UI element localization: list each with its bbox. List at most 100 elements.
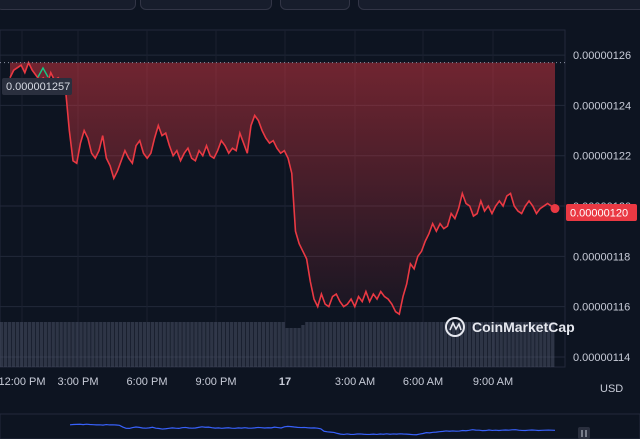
navigator-line [69,423,556,436]
volume-bar [305,322,309,367]
toolbar-segment[interactable] [358,0,640,10]
volume-bar [261,322,265,367]
volume-bar [107,322,111,367]
volume-bar [75,322,79,367]
volume-bar [150,322,154,367]
volume-bar [459,322,464,367]
volume-bar [253,322,258,367]
volume-bar [118,322,123,367]
volume-bar [71,322,75,367]
volume-bar [241,322,246,367]
y-tick-label: 0.00000126 [573,50,631,62]
volume-bar [340,322,345,367]
volume-bar [15,322,20,367]
x-tick-label: 9:00 AM [473,376,513,388]
volume-bar [47,322,51,367]
volume-bar [420,322,424,367]
volume-bar [87,322,91,367]
volume-bar [225,322,230,367]
volume-bar [511,322,515,367]
volume-bar [245,322,250,367]
x-tick-label: 12:00 PM [0,376,46,388]
volume-bar [83,322,87,367]
volume-bar [507,322,511,367]
volume-bar [483,322,487,367]
toolbar-segment[interactable] [0,0,136,10]
volume-bar [531,322,535,367]
volume-bar [329,322,333,367]
current-price-label: 0.00000120 [570,208,628,220]
volume-bar [467,322,472,367]
volume-bar [194,322,198,367]
volume-bar [388,322,392,367]
volume-bar [463,322,468,367]
volume-bar [344,322,349,367]
volume-bar [206,322,210,367]
current-price-tag [566,204,637,221]
volume-bar [0,322,4,367]
volume-bars [0,322,555,367]
volume-bar [186,322,190,367]
volume-bar [475,322,480,367]
volume-bar [451,322,456,367]
volume-bar [551,322,555,367]
volume-bar [214,322,218,367]
volume-bar [432,322,436,367]
volume-bar [233,322,238,367]
volume-bar [265,322,269,367]
volume-bar [360,322,365,367]
volume-bar [372,322,376,367]
volume-bar [170,322,174,367]
volume-bar [336,322,341,367]
volume-bar [297,328,301,367]
volume-bar [198,322,202,367]
volume-bar [519,322,523,367]
volume-bar [428,322,432,367]
volume-bar [43,322,47,367]
high-price-label: 0.000001257 [6,81,70,93]
price-area [10,62,555,315]
volume-bar [317,322,321,367]
volume-bar [404,322,408,367]
volume-bar [174,322,178,367]
volume-bar [412,322,416,367]
volume-bar [237,322,242,367]
y-tick-label: 0.00000124 [573,100,631,112]
y-tick-label: 0.00000114 [573,352,630,364]
toolbar-segment[interactable] [140,0,272,10]
volume-bar [19,322,24,367]
price-line [9,60,556,316]
volume-bar [396,322,400,367]
volume-bar [487,322,491,367]
volume-bar [293,328,297,367]
y-tick-label: 0.00000116 [573,302,630,314]
volume-bar [126,322,131,367]
top-toolbar [0,0,640,10]
x-tick-label: 17 [279,376,291,388]
volume-bar [27,322,32,367]
current-price-dot [550,204,560,214]
volume-bar [190,322,194,367]
volume-bar [503,322,507,367]
currency-label: USD [600,383,623,395]
volume-bar [134,322,139,367]
volume-bar [400,322,404,367]
volume-bar [95,322,99,367]
navigator-handle[interactable] [578,427,590,439]
volume-bar [436,322,440,367]
volume-bar [491,322,495,367]
volume-bar [55,322,59,367]
watermark-text: CoinMarketCap [472,319,575,335]
range-navigator[interactable] [0,413,640,439]
volume-bar [440,322,444,367]
volume-bar [146,322,151,367]
volume-bar [229,322,234,367]
logo-wave-icon [449,321,462,331]
volume-bar [527,322,531,367]
toolbar-segment[interactable] [280,0,350,10]
volume-bar [130,322,135,367]
volume-bar [114,322,119,367]
volume-bar [348,322,353,367]
volume-bar [309,322,313,367]
